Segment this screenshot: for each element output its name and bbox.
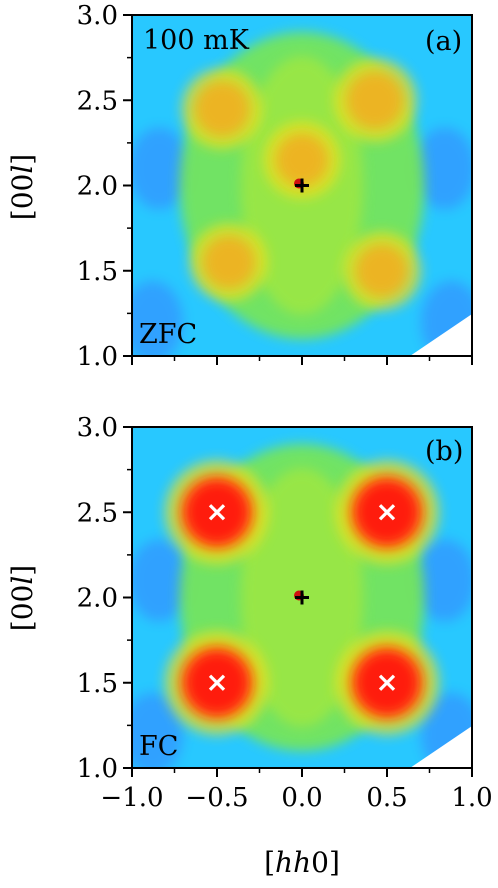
heatmap-hotspot-mid bbox=[276, 133, 328, 186]
x-axis-title: [hh0] bbox=[264, 846, 340, 879]
heatmap-hotspot-mid bbox=[355, 244, 408, 297]
plus-marker bbox=[295, 590, 309, 605]
heatmap-low-region bbox=[414, 539, 472, 622]
y-axis-title-a: [00l] bbox=[6, 154, 39, 220]
x-tick-label: −0.5 bbox=[185, 783, 248, 813]
x-tick-label: −1.0 bbox=[100, 783, 163, 813]
y-tick-label: 3.0 bbox=[77, 1, 118, 31]
x-tick-label: 1.0 bbox=[451, 783, 492, 813]
heatmap-low-region bbox=[414, 127, 472, 210]
condition-label-a: ZFC bbox=[139, 319, 197, 350]
cross-marker bbox=[208, 674, 226, 691]
cross-marker bbox=[378, 674, 396, 691]
cross-marker bbox=[208, 504, 226, 521]
y-tick-label: 1.0 bbox=[77, 342, 118, 372]
x-tick-label: 0.5 bbox=[366, 783, 407, 813]
temperature-label: 100 mK bbox=[143, 25, 250, 56]
cross-marker bbox=[378, 504, 396, 521]
axes-b: −1.0 −0.5 0.0 0.5 1.0 1.0 1.5 2.0 2.5 3.0 bbox=[77, 413, 493, 813]
heatmap-b bbox=[132, 427, 472, 768]
heatmap-hotspot-mid bbox=[346, 71, 404, 129]
markers-a bbox=[294, 178, 309, 193]
no-data-region bbox=[410, 314, 472, 356]
heatmap-low-region bbox=[132, 127, 190, 210]
heatmap-low-region bbox=[132, 692, 183, 768]
heatmap-hotspot-mid bbox=[202, 236, 255, 289]
heatmap-low-region bbox=[132, 539, 190, 622]
y-tick-label: 1.0 bbox=[77, 754, 118, 784]
no-data-region bbox=[410, 726, 472, 768]
y-tick-label: 2.0 bbox=[77, 584, 118, 614]
x-tick-label: 0.0 bbox=[281, 783, 322, 813]
condition-label-b: FC bbox=[139, 731, 178, 762]
heatmap-low-region bbox=[132, 280, 183, 356]
y-tick-label: 3.0 bbox=[77, 413, 118, 443]
y-tick-label: 1.5 bbox=[77, 669, 118, 699]
plus-marker bbox=[295, 178, 309, 193]
panel-a: 1.0 1.5 2.0 2.5 3.0 (a) 100 mK ZFC [00l] bbox=[6, 1, 473, 372]
heatmap-hotspot-mid bbox=[194, 81, 250, 136]
panel-label-a: (a) bbox=[425, 26, 462, 57]
panel-label-b: (b) bbox=[425, 436, 463, 467]
y-axis-title-b: [00l] bbox=[6, 565, 39, 631]
y-tick-label: 2.5 bbox=[77, 498, 118, 528]
markers-b bbox=[208, 504, 396, 691]
axes-a: 1.0 1.5 2.0 2.5 3.0 bbox=[77, 1, 473, 372]
y-tick-label: 2.0 bbox=[77, 172, 118, 202]
y-tick-label: 1.5 bbox=[77, 257, 118, 287]
panel-b: −1.0 −0.5 0.0 0.5 1.01.01.52.02.53.0 (b) FC … bbox=[6, 413, 493, 813]
y-tick-label: 2.5 bbox=[77, 86, 118, 116]
